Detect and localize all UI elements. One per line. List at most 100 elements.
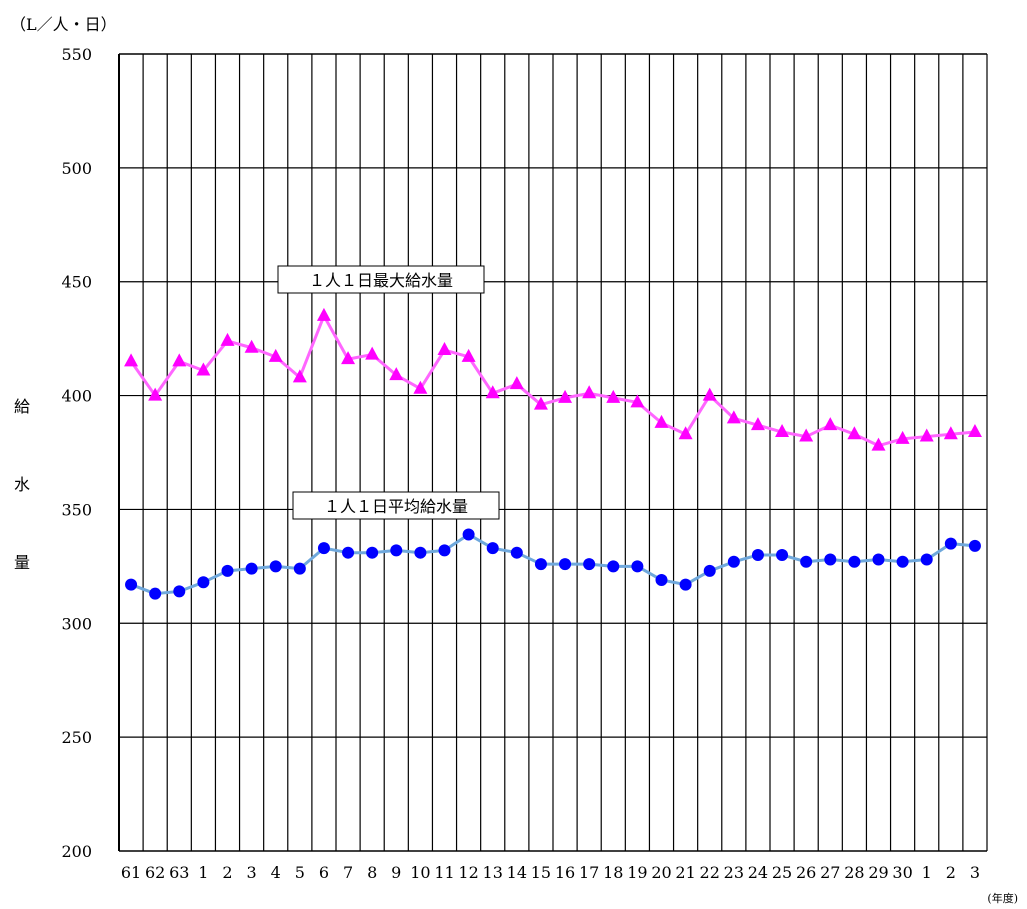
y-axis-label-char: 給 — [14, 397, 30, 416]
data-point-triangle — [919, 428, 934, 442]
data-point-circle — [390, 544, 403, 557]
data-point-circle — [631, 560, 644, 573]
data-point-triangle — [341, 351, 356, 365]
data-point-triangle — [702, 387, 717, 401]
x-tick-label: 12 — [458, 863, 478, 882]
data-point-triangle — [365, 346, 380, 360]
x-tick-label: 63 — [169, 863, 189, 882]
data-point-circle — [776, 548, 789, 561]
data-point-circle — [583, 558, 596, 571]
data-point-triangle — [268, 348, 283, 362]
y-axis-label-char: 量 — [14, 553, 30, 572]
x-tick-label: 13 — [483, 863, 503, 882]
data-point-circle — [269, 560, 282, 573]
y-tick-label: 550 — [61, 45, 92, 64]
data-point-triangle — [558, 389, 573, 403]
data-point-triangle — [606, 389, 621, 403]
data-point-triangle — [413, 380, 428, 394]
data-point-circle — [559, 558, 572, 571]
x-tick-label: 30 — [892, 863, 912, 882]
data-point-triangle — [509, 376, 524, 390]
data-point-triangle — [292, 369, 307, 383]
data-point-circle — [173, 585, 186, 598]
data-point-triangle — [485, 385, 500, 399]
series-label-box — [292, 491, 500, 520]
x-tick-label: 24 — [748, 863, 768, 882]
data-point-triangle — [750, 417, 765, 431]
series-label: １人１日平均給水量 — [324, 497, 468, 516]
data-point-circle — [800, 555, 813, 568]
x-tick-label: 25 — [772, 863, 792, 882]
x-tick-label: 15 — [531, 863, 551, 882]
data-point-triangle — [799, 428, 814, 442]
data-point-circle — [920, 553, 933, 566]
data-point-triangle — [775, 424, 790, 438]
x-tick-label: 19 — [627, 863, 647, 882]
y-axis-label: 給水量 — [14, 397, 30, 572]
x-tick-label: 9 — [391, 863, 401, 882]
y-axis-label-char: 水 — [14, 475, 30, 494]
data-point-circle — [293, 562, 306, 575]
data-point-circle — [679, 578, 692, 591]
data-point-circle — [366, 546, 379, 559]
x-tick-label: 29 — [868, 863, 888, 882]
data-point-circle — [607, 560, 620, 573]
data-point-triangle — [196, 362, 211, 376]
x-tick-label: 23 — [724, 863, 744, 882]
data-point-triangle — [895, 430, 910, 444]
y-tick-label: 300 — [61, 614, 92, 633]
data-point-circle — [317, 542, 330, 555]
data-point-triangle — [823, 417, 838, 431]
data-point-triangle — [389, 367, 404, 381]
data-point-circle — [125, 578, 138, 591]
series — [124, 307, 982, 451]
x-tick-label: 11 — [434, 863, 454, 882]
y-tick-label: 400 — [61, 387, 92, 406]
x-tick-label: 10 — [410, 863, 430, 882]
series-labels: １人１日最大給水量 １人１日平均給水量 — [277, 265, 500, 520]
data-point-triangle — [172, 353, 187, 367]
x-tick-label: 18 — [603, 863, 623, 882]
series — [125, 528, 981, 600]
data-point-circle — [896, 555, 909, 568]
y-unit-label: （L／人・日） — [10, 15, 117, 34]
data-point-circle — [824, 553, 837, 566]
x-tick-label: 2 — [222, 863, 232, 882]
x-tick-label: 27 — [820, 863, 840, 882]
series-layer — [124, 307, 982, 600]
x-tick-label: 4 — [271, 863, 281, 882]
series-label-box — [277, 265, 485, 294]
data-point-triangle — [678, 426, 693, 440]
data-point-triangle — [461, 348, 476, 362]
x-tick-label: 3 — [970, 863, 980, 882]
data-point-triangle — [533, 396, 548, 410]
x-tick-labels: 61 62 63 1 2 3 4 5 6 7 8 9 10 11 12 13 14 15 16 17 18 19 20 21 2… — [121, 863, 980, 882]
x-tick-label: 28 — [844, 863, 864, 882]
data-point-triangle — [124, 353, 139, 367]
x-tick-label: 8 — [367, 863, 377, 882]
data-point-circle — [872, 553, 885, 566]
data-point-triangle — [654, 414, 669, 428]
y-tick-label: 250 — [61, 728, 92, 747]
x-tick-label: 62 — [145, 863, 165, 882]
data-point-circle — [438, 544, 451, 557]
x-tick-label: 2 — [946, 863, 956, 882]
y-tick-label: 500 — [61, 159, 92, 178]
data-point-triangle — [630, 394, 645, 408]
x-tick-label: 17 — [579, 863, 599, 882]
grid — [118, 53, 988, 852]
x-tick-label: 7 — [343, 863, 353, 882]
data-point-circle — [534, 558, 547, 571]
x-tick-label: 26 — [796, 863, 816, 882]
x-axis-label: (年度) — [987, 891, 1018, 905]
data-point-circle — [149, 587, 162, 600]
y-tick-label: 200 — [61, 842, 92, 861]
data-point-circle — [342, 546, 355, 559]
data-point-circle — [414, 546, 427, 559]
data-point-circle — [510, 546, 523, 559]
data-point-circle — [727, 555, 740, 568]
data-point-triangle — [220, 332, 235, 346]
data-point-triangle — [943, 426, 958, 440]
x-tick-label: 3 — [247, 863, 257, 882]
data-point-triangle — [148, 387, 163, 401]
